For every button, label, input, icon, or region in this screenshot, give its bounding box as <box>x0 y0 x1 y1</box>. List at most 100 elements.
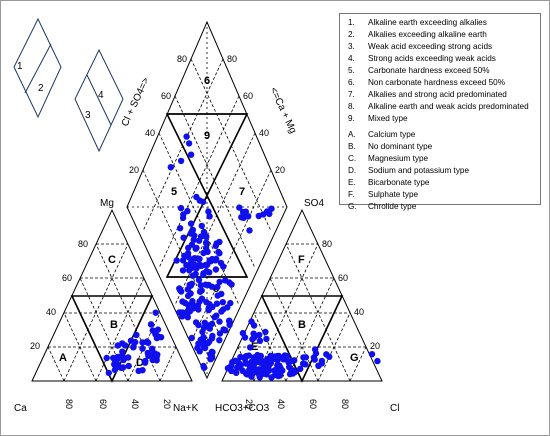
sample-point <box>149 327 156 334</box>
diamond-right-tick-20: 20 <box>275 165 285 175</box>
legend-item-text: Calcium type <box>368 130 416 139</box>
cation-tick-20: 20 <box>30 341 40 351</box>
sample-point <box>368 351 376 358</box>
sample-point <box>276 367 284 375</box>
sample-point <box>111 357 119 364</box>
cation-triangle: A B C D Mg Ca 20 40 60 80 80 60 40 20 <box>14 198 193 414</box>
bottom-label-na-k: Na+K <box>173 403 199 414</box>
sample-point <box>302 361 309 368</box>
sample-point <box>177 204 185 212</box>
legend-item-text: Carbonate hardness exceed 50% <box>368 66 490 75</box>
cation-apex-label-mg: Mg <box>100 198 114 209</box>
sample-point <box>195 276 203 284</box>
sample-point <box>176 225 184 232</box>
sample-point <box>217 259 225 267</box>
sample-point <box>184 207 191 215</box>
anion-zone-label-g: G <box>350 352 359 364</box>
sample-point <box>103 354 110 362</box>
anion-zone-label-b: B <box>298 319 306 331</box>
cation-left-label-ca: Ca <box>14 403 27 414</box>
sample-point <box>139 367 146 374</box>
legend-item-code: 7. <box>348 90 355 99</box>
sample-point <box>213 255 220 263</box>
legend-item-code: 1. <box>348 18 355 27</box>
sample-point <box>184 250 192 257</box>
sample-point <box>222 327 229 334</box>
anion-zone-label-f: F <box>298 254 305 266</box>
sample-point <box>250 322 258 329</box>
legend-item-text: Strong acids exceeding weak acids <box>368 54 496 63</box>
sample-point <box>197 282 204 289</box>
cation-zone-label-b: B <box>110 319 118 331</box>
sample-point <box>179 298 186 305</box>
sample-point <box>216 318 223 325</box>
sample-point <box>266 367 273 374</box>
sample-point <box>200 270 207 277</box>
legend-item: G. Chrolide type <box>348 202 416 212</box>
sample-point <box>214 283 221 291</box>
sample-point <box>187 151 195 158</box>
sample-point <box>208 354 216 362</box>
legend-item: 8. Alkaline earth and weak acids predomin… <box>348 102 529 112</box>
sample-point <box>147 321 155 328</box>
cation-tick-40: 40 <box>46 307 56 317</box>
legend-item-code: 8. <box>348 102 355 111</box>
diamond-left-axis-label: Cl + SO4=> <box>120 76 152 128</box>
sample-point <box>105 369 113 377</box>
sample-points <box>103 133 381 381</box>
sample-point <box>219 299 226 306</box>
sample-point <box>121 342 129 349</box>
diamond-right-axis-label: <=Ca + Mg <box>267 86 298 136</box>
legend-item-text: Alkalies exceeding alkaline earth <box>368 30 487 39</box>
sample-point <box>195 306 202 313</box>
sample-point <box>193 244 200 252</box>
legend-item: 5. Carbonate hardness exceed 50% <box>348 66 490 76</box>
diamond-left-tick-80: 80 <box>177 54 187 64</box>
legend-item: 4. Strong acids exceeding weak acids <box>348 54 496 64</box>
sample-point <box>247 364 254 371</box>
key-diamond-left <box>13 17 62 119</box>
sample-point <box>179 214 187 222</box>
anion-tick-80: 80 <box>322 239 332 249</box>
sample-point <box>176 309 183 316</box>
sample-point <box>189 272 197 279</box>
legend-item-text: Bicarbonate type <box>368 178 430 187</box>
sample-point <box>250 330 257 337</box>
legend-item-code: 2. <box>348 30 355 39</box>
sample-point <box>125 362 132 370</box>
sample-point <box>268 374 275 381</box>
sample-point <box>179 267 187 274</box>
sample-point <box>256 331 263 339</box>
key-diamond-left-label-2: 2 <box>38 83 44 94</box>
diamond-zone-label-9-upper: 9 <box>204 130 210 142</box>
sample-point <box>190 236 197 244</box>
sample-point <box>184 301 192 309</box>
sample-point <box>248 358 255 365</box>
sample-point <box>226 317 233 324</box>
legend-item: B. No dominant type <box>348 142 432 152</box>
central-diamond-gridlines <box>127 22 287 378</box>
sample-point <box>203 299 210 306</box>
sample-point <box>216 238 223 246</box>
legend-item-text: Magnesium type <box>368 154 429 163</box>
legend-item: 7. Alkalies and strong acid predominated <box>348 90 507 100</box>
sample-point <box>200 343 208 351</box>
legend-item: 6. Non carbonate hardness exceed 50% <box>348 78 505 88</box>
sample-point <box>173 257 180 264</box>
sample-point <box>154 333 161 340</box>
sample-point <box>133 331 140 339</box>
legend-item-text: Weak acid exceeding strong acids <box>368 42 493 51</box>
sample-point <box>211 313 218 321</box>
sample-point <box>274 362 281 369</box>
legend-item-code: B. <box>348 142 356 151</box>
key-diamond-right-divider <box>86 74 112 126</box>
sample-point <box>224 304 231 311</box>
anion-bottom-tick-60: 60 <box>308 399 318 409</box>
cation-tick-60: 60 <box>62 273 72 283</box>
sample-point <box>208 335 216 342</box>
legend-item-text: Sodium and potassium type <box>368 166 470 175</box>
sample-point <box>263 208 271 215</box>
sample-point <box>310 354 318 361</box>
sample-point <box>196 288 204 295</box>
sample-point <box>154 351 161 358</box>
